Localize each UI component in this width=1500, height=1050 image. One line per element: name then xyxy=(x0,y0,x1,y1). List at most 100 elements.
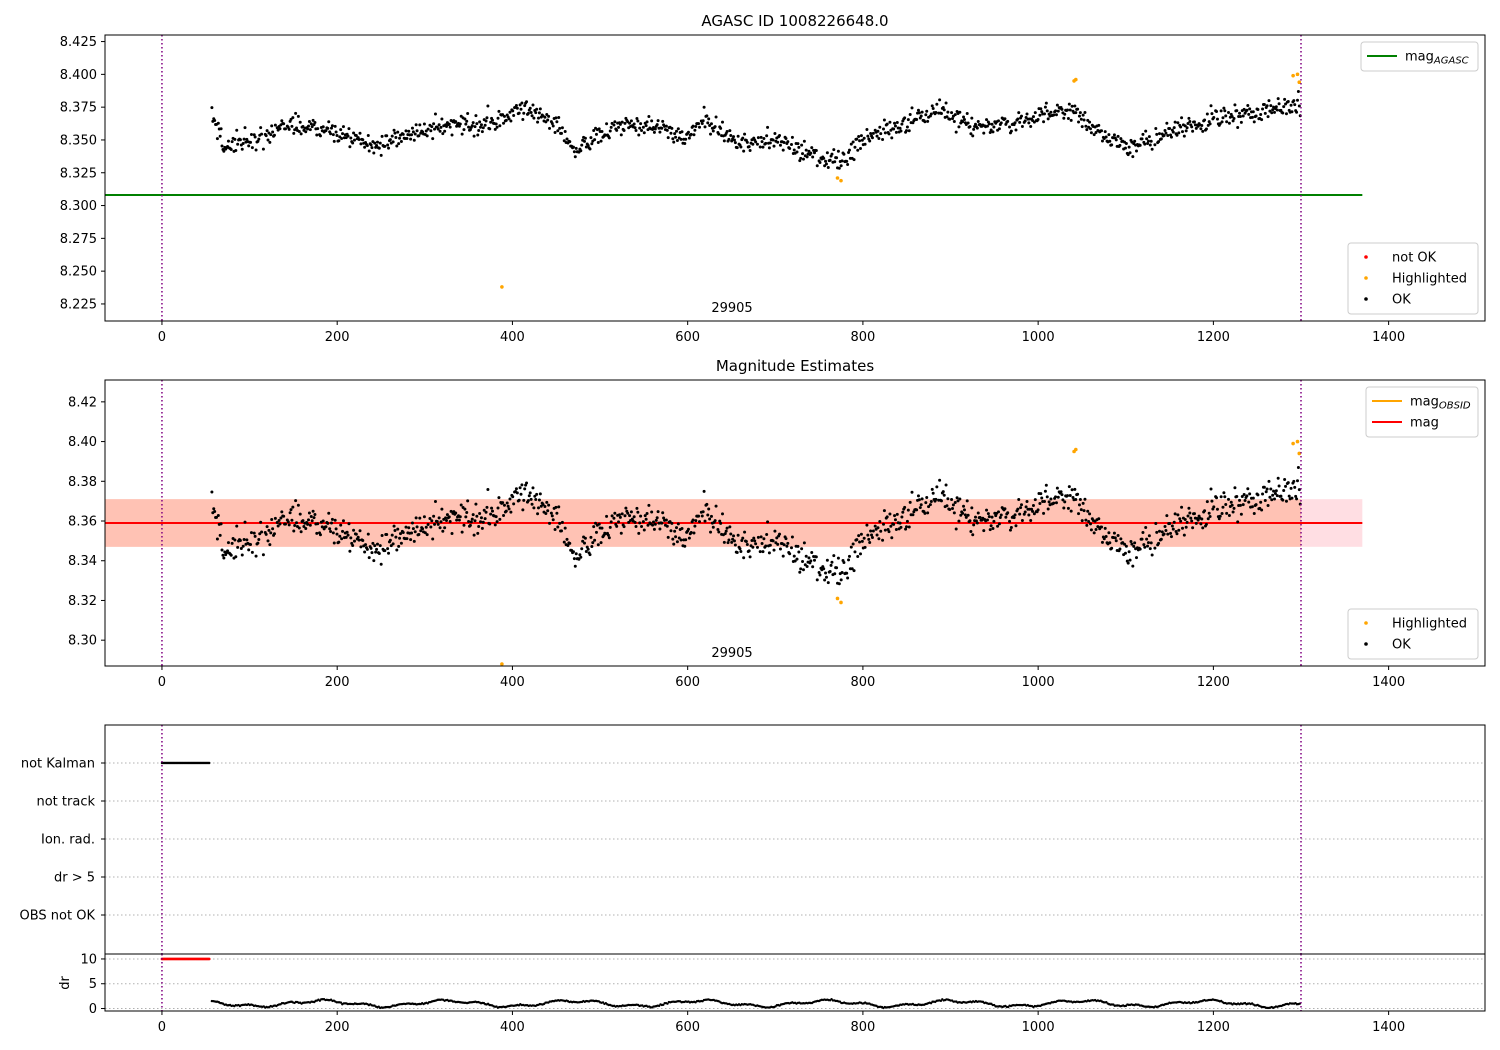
legend-box xyxy=(1347,608,1479,660)
data-point-ok xyxy=(1245,108,1249,112)
data-point-ok xyxy=(745,140,749,144)
data-point-ok xyxy=(982,529,986,533)
data-point-ok xyxy=(829,563,833,567)
data-point-ok xyxy=(410,133,414,137)
data-point-ok xyxy=(832,148,836,152)
data-point-ok xyxy=(388,138,392,142)
data-point-ok xyxy=(412,539,416,543)
data-point-ok xyxy=(235,128,239,132)
data-point-ok xyxy=(511,109,515,113)
data-point-ok xyxy=(858,552,862,556)
data-point-ok xyxy=(906,508,910,512)
data-point-ok xyxy=(478,120,482,124)
data-point-ok xyxy=(1126,561,1130,565)
data-point-ok xyxy=(347,522,351,526)
data-point-ok xyxy=(502,121,506,125)
legend-label: OK xyxy=(1392,293,1411,308)
data-point-ok xyxy=(958,110,962,114)
data-point-ok xyxy=(213,509,217,513)
data-point-ok xyxy=(1169,531,1173,535)
data-point-ok xyxy=(294,499,298,503)
data-point-ok xyxy=(709,132,713,136)
data-point-ok xyxy=(1232,117,1236,121)
data-point-ok xyxy=(341,519,345,523)
data-point-ok xyxy=(635,506,639,510)
data-point-ok xyxy=(833,160,837,164)
data-point-ok xyxy=(1276,476,1280,480)
data-point-ok xyxy=(703,125,707,129)
data-point-ok xyxy=(1180,116,1184,120)
x-tick-label: 400 xyxy=(500,330,525,345)
data-point-ok xyxy=(266,539,270,543)
data-point-ok xyxy=(504,118,508,122)
x-tick-label: 1400 xyxy=(1372,1020,1405,1035)
data-point-ok xyxy=(1020,519,1024,523)
data-point-ok xyxy=(619,133,623,137)
data-point-ok xyxy=(534,111,538,115)
data-point-ok xyxy=(467,519,471,523)
data-point-ok xyxy=(875,134,879,138)
data-point-ok xyxy=(349,536,353,540)
data-point-ok xyxy=(472,134,476,138)
data-point-ok xyxy=(1004,515,1008,519)
category-label: not track xyxy=(36,795,95,810)
data-point-ok xyxy=(304,526,308,530)
data-point-ok xyxy=(1239,120,1243,124)
data-point-ok xyxy=(1199,127,1203,131)
data-point-ok xyxy=(778,547,782,551)
data-point-ok xyxy=(547,114,551,118)
data-point-ok xyxy=(833,572,837,576)
data-point-ok xyxy=(410,521,414,525)
data-point-ok xyxy=(751,142,755,146)
data-point-ok xyxy=(344,535,348,539)
x-tick-label: 0 xyxy=(158,675,166,690)
data-point-ok xyxy=(229,147,233,151)
data-point-ok xyxy=(855,538,859,542)
data-point-ok xyxy=(369,143,373,147)
data-point-ok xyxy=(1149,541,1153,545)
x-tick-label: 800 xyxy=(850,675,875,690)
data-point-ok xyxy=(250,550,254,554)
data-point-ok xyxy=(556,129,560,133)
data-point-ok xyxy=(736,134,740,138)
data-point-ok xyxy=(519,107,523,111)
data-point-ok xyxy=(330,124,334,128)
data-point-ok xyxy=(807,556,811,560)
data-point-ok xyxy=(538,107,542,111)
data-point-ok xyxy=(879,132,883,136)
data-point-ok xyxy=(1123,542,1127,546)
data-point-ok xyxy=(234,555,238,559)
data-point-ok xyxy=(825,558,829,562)
data-point-ok xyxy=(673,529,677,533)
data-point-ok xyxy=(282,122,286,126)
data-point-ok xyxy=(247,144,251,148)
data-point-ok xyxy=(972,523,976,527)
data-point-ok xyxy=(1168,522,1172,526)
data-point-ok xyxy=(439,520,443,524)
data-point-ok xyxy=(1069,509,1073,513)
data-point-ok xyxy=(1013,513,1017,517)
data-point-ok xyxy=(566,543,570,547)
data-point-ok xyxy=(473,125,477,129)
x-tick-label: 1400 xyxy=(1372,330,1405,345)
data-point-ok xyxy=(725,130,729,134)
data-point-ok xyxy=(240,147,244,151)
data-point-ok xyxy=(383,549,387,553)
data-point-ok xyxy=(1080,125,1084,129)
data-point-ok xyxy=(850,567,854,571)
data-point-ok xyxy=(962,117,966,121)
data-point-ok xyxy=(1018,512,1022,516)
data-point-ok xyxy=(411,130,415,134)
data-point-ok xyxy=(471,513,475,517)
data-point-ok xyxy=(538,492,542,496)
data-point-ok xyxy=(1163,525,1167,529)
data-point-ok xyxy=(711,129,715,133)
data-point-ok xyxy=(1138,143,1142,147)
data-point-ok xyxy=(490,118,494,122)
legend-dot-marker xyxy=(1364,276,1368,280)
data-point-ok xyxy=(318,533,322,537)
data-point-ok xyxy=(670,521,674,525)
data-point-ok xyxy=(1092,133,1096,137)
data-point-ok xyxy=(235,524,239,528)
data-point-ok xyxy=(718,519,722,523)
